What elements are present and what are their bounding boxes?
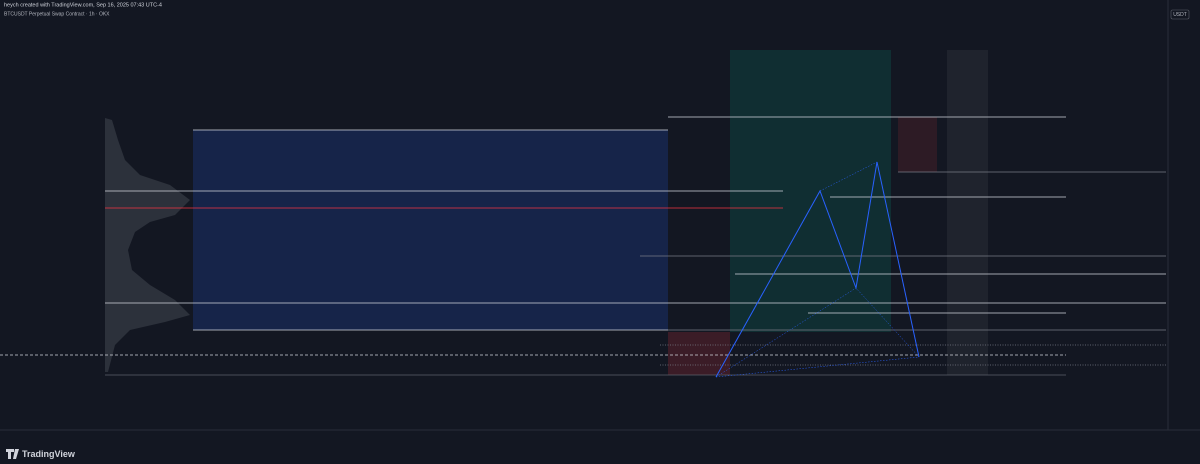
harmonic-pattern bbox=[715, 161, 920, 378]
drawings bbox=[0, 50, 1166, 376]
stop-zone bbox=[668, 332, 730, 375]
logo bbox=[6, 449, 19, 459]
currency[interactable]: USDT bbox=[1173, 12, 1187, 18]
brand: TradingView bbox=[22, 449, 76, 459]
zone bbox=[947, 50, 988, 375]
symbol-line: BTCUSDT Perpetual Swap Contract · 1h · O… bbox=[4, 11, 110, 17]
footer-bar bbox=[0, 445, 1200, 464]
volume-profile bbox=[105, 118, 190, 372]
range-box bbox=[193, 130, 668, 330]
author-line: heych created with TradingView.com, Sep … bbox=[4, 2, 162, 8]
pattern-guide bbox=[715, 287, 920, 378]
zone bbox=[898, 117, 937, 172]
currency-box[interactable] bbox=[1170, 9, 1190, 20]
